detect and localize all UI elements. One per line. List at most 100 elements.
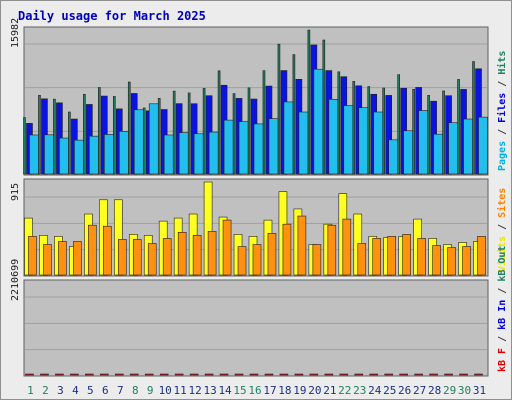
bar-kb-f-day-2 — [40, 373, 49, 376]
x-tick-label: 4 — [72, 384, 79, 397]
bar-kb-f-day-13 — [204, 373, 214, 376]
x-tick-label: 13 — [203, 384, 216, 397]
x-tick-label: 11 — [174, 384, 187, 397]
plot-area-bottom — [23, 279, 489, 377]
bar-sites-day-5 — [88, 224, 97, 276]
bar-kb-f-day-3 — [55, 373, 64, 376]
bar-sites-day-10 — [162, 238, 172, 276]
x-tick-label: 8 — [132, 384, 139, 397]
bar-pages-day-27 — [418, 110, 428, 175]
x-tick-label: 29 — [443, 384, 456, 397]
bar-kb-f-day-8 — [129, 373, 139, 376]
x-tick-label: 21 — [323, 384, 336, 397]
bar-sites-day-21 — [327, 224, 337, 276]
bar-sites-day-30 — [462, 246, 471, 276]
bar-kb-f-day-18 — [279, 373, 289, 376]
y-axis-label-middle: Visits / Sites — [496, 188, 508, 272]
bar-pages-day-31 — [478, 116, 488, 175]
bar-hits-day-11 — [172, 90, 176, 175]
bar-pages-day-5 — [89, 135, 99, 175]
bar-pages-day-11 — [178, 132, 189, 175]
x-tick-label: 10 — [159, 384, 172, 397]
x-tick-label: 14 — [218, 384, 232, 397]
y-axis-label-part: kB In — [497, 300, 508, 330]
bar-pages-day-14 — [223, 119, 234, 175]
x-tick-label: 31 — [473, 384, 486, 397]
bar-sites-day-17 — [267, 233, 277, 276]
y-axis-label-top: Pages / Files / Hits — [496, 51, 508, 171]
bar-hits-day-14 — [217, 70, 221, 175]
bar-kb-f-day-4 — [70, 373, 79, 376]
y-axis-label-part: kB F — [497, 348, 508, 372]
bar-kb-f-day-31 — [474, 373, 483, 376]
x-tick-label: 2 — [42, 384, 49, 397]
bar-pages-day-23 — [358, 107, 369, 175]
x-tick-label: 7 — [117, 384, 124, 397]
bar-sites-day-3 — [58, 241, 67, 276]
bar-hits-day-8 — [127, 81, 131, 175]
bar-sites-day-13 — [207, 230, 217, 276]
bar-hits-day-6 — [98, 87, 101, 175]
bar-kb-f-day-20 — [309, 373, 319, 376]
bar-pages-day-1 — [29, 134, 39, 175]
bar-pages-day-29 — [448, 122, 458, 175]
bar-kb-f-day-28 — [429, 373, 438, 376]
bar-pages-day-2 — [44, 134, 54, 175]
bar-pages-day-20 — [313, 68, 324, 175]
x-tick-label: 15 — [233, 384, 246, 397]
bar-hits-day-2 — [38, 95, 41, 175]
bar-hits-day-29 — [442, 90, 445, 175]
y-axis-label-part: Visits — [496, 236, 508, 272]
y-axis-label-part: Hits — [496, 51, 508, 75]
bar-sites-day-25 — [387, 236, 397, 276]
y-axis-label-bottom: kB F / kB In / kB Out — [497, 246, 508, 372]
bar-pages-day-26 — [403, 130, 413, 175]
bar-kb-f-day-14 — [219, 373, 229, 376]
bar-kb-f-day-1 — [25, 373, 34, 376]
y-axis-label-part: Sites — [496, 188, 508, 218]
bar-pages-day-28 — [433, 133, 443, 175]
x-tick-label: 22 — [338, 384, 351, 397]
bar-hits-day-17 — [262, 70, 266, 175]
bar-kb-f-day-17 — [264, 373, 274, 376]
bar-pages-day-25 — [388, 139, 399, 175]
bar-sites-day-29 — [447, 247, 456, 276]
x-tick-label: 17 — [263, 384, 276, 397]
bar-pages-day-21 — [328, 99, 339, 175]
bar-kb-f-day-24 — [369, 373, 379, 376]
bar-pages-day-7 — [118, 130, 129, 175]
bar-sites-day-7 — [117, 239, 127, 276]
bar-pages-day-30 — [463, 118, 473, 175]
bar-kb-f-day-25 — [384, 373, 394, 376]
bar-pages-day-9 — [148, 103, 159, 175]
x-tick-label: 3 — [57, 384, 64, 397]
bar-kb-f-day-22 — [339, 373, 349, 376]
bar-sites-day-8 — [132, 239, 142, 276]
bar-pages-day-19 — [298, 111, 309, 175]
bar-sites-day-4 — [73, 241, 82, 276]
bar-kb-f-day-30 — [459, 373, 468, 376]
bar-hits-day-1 — [23, 117, 26, 175]
panel-bottom: 2210699 kB F / kB In / kB Out — [10, 246, 508, 377]
bar-pages-day-12 — [193, 133, 204, 175]
bar-sites-day-12 — [192, 235, 202, 276]
ymax-label: 915 — [10, 183, 21, 201]
ymax-label: 2210699 — [10, 259, 21, 301]
y-axis-label-part: / — [497, 123, 508, 141]
bar-kb-f-day-19 — [294, 373, 304, 376]
x-tick-label: 16 — [248, 384, 261, 397]
bar-sites-day-27 — [417, 238, 426, 276]
bar-sites-day-15 — [237, 246, 247, 276]
x-tick-label: 5 — [87, 384, 94, 397]
bar-sites-day-18 — [282, 223, 292, 276]
bar-sites-day-31 — [477, 236, 486, 276]
ymax-label: 15982 — [10, 18, 21, 48]
x-tick-label: 1 — [27, 384, 34, 397]
bar-sites-day-24 — [372, 238, 382, 276]
bar-kb-f-day-7 — [114, 373, 124, 376]
bar-pages-day-8 — [133, 109, 144, 175]
bar-kb-f-day-23 — [354, 373, 364, 376]
bar-hits-day-20 — [307, 29, 311, 175]
y-axis-label-part: kB Out — [497, 246, 508, 282]
